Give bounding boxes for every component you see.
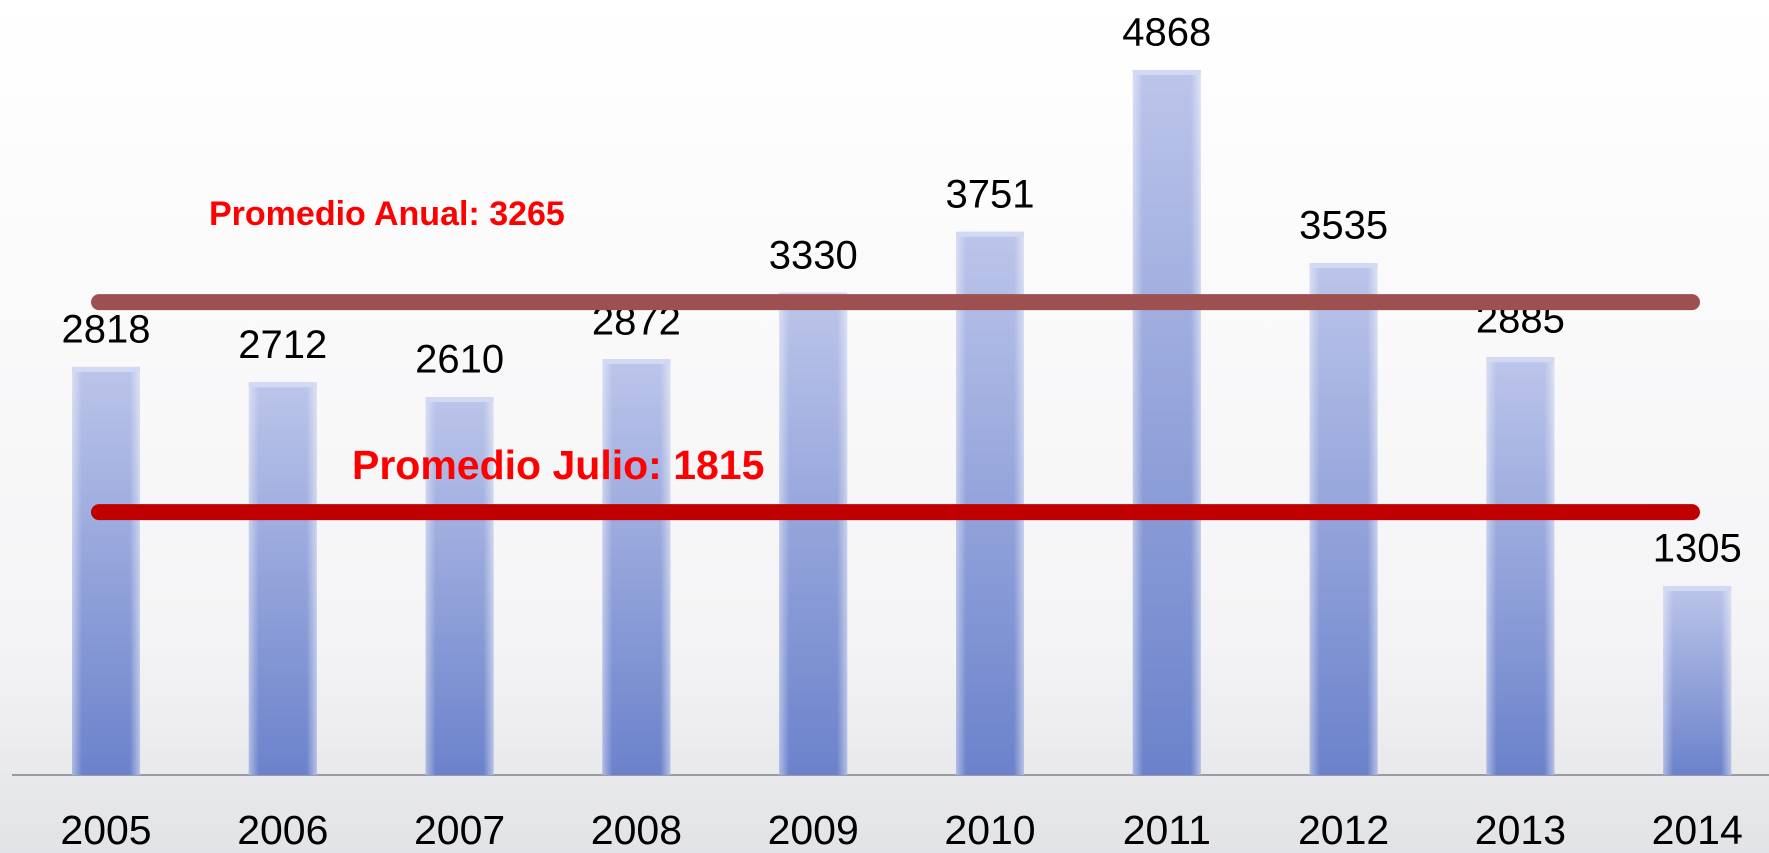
bar-shine xyxy=(602,359,671,775)
x-tick-label: 2008 xyxy=(591,807,682,853)
x-tick-label: 2010 xyxy=(944,807,1035,853)
reference-label: Promedio Julio: 1815 xyxy=(352,442,764,488)
x-tick-label: 2014 xyxy=(1652,807,1743,853)
bar-shine xyxy=(1132,70,1201,775)
x-tick-label: 2006 xyxy=(237,807,328,853)
bar-shine xyxy=(425,397,494,775)
value-label: 3330 xyxy=(769,233,858,277)
value-label: 3535 xyxy=(1299,204,1388,248)
reference-label: Promedio Anual: 3265 xyxy=(209,195,565,233)
bar-shine xyxy=(1663,586,1732,775)
bar-shine xyxy=(956,231,1024,775)
bar-shine xyxy=(1486,357,1555,775)
x-tick-label: 2005 xyxy=(60,807,151,853)
bar-shine xyxy=(779,292,848,775)
bar-cap xyxy=(1309,263,1378,269)
x-tick-label: 2009 xyxy=(768,807,859,853)
value-label: 1305 xyxy=(1653,527,1742,571)
value-label: 4868 xyxy=(1122,11,1211,55)
value-label: 2712 xyxy=(238,323,327,367)
x-tick-label: 2011 xyxy=(1123,807,1211,853)
bar-shine xyxy=(248,382,317,775)
x-tick-label: 2007 xyxy=(414,807,505,853)
bar-cap xyxy=(602,359,671,365)
bar-cap xyxy=(425,397,494,403)
bar-cap xyxy=(1132,70,1201,75)
bar-cap xyxy=(72,366,140,372)
bar-cap xyxy=(1663,586,1732,592)
value-label: 2610 xyxy=(415,338,504,382)
value-label: 3751 xyxy=(946,172,1035,216)
x-tick-label: 2012 xyxy=(1298,807,1389,853)
bar-cap xyxy=(248,382,317,388)
bar-cap xyxy=(1486,357,1555,363)
x-tick-label: 2013 xyxy=(1475,807,1566,853)
bar-cap xyxy=(956,231,1024,237)
value-label: 2818 xyxy=(62,307,151,351)
bar-shine xyxy=(72,366,140,775)
